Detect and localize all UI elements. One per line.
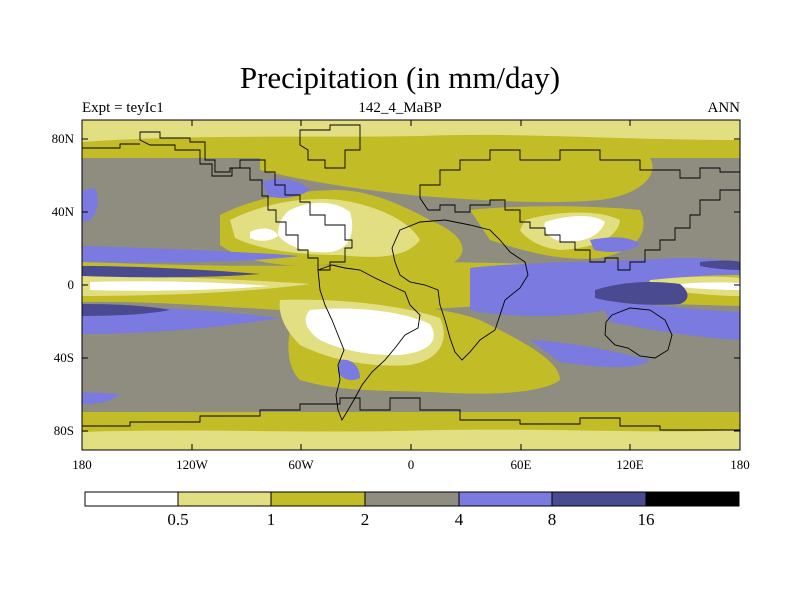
pacific-heavy-north <box>82 266 260 278</box>
y-tick-80n: 80N <box>51 131 74 146</box>
colorbar-box-1 <box>84 491 179 507</box>
y-tick-40n: 40N <box>51 204 74 219</box>
y-tick-0: 0 <box>67 277 75 292</box>
south-america-dry <box>305 308 434 356</box>
equatorial-dry-west <box>90 281 270 291</box>
antarctica-coast <box>82 397 740 431</box>
south-atlantic-wet <box>338 359 360 380</box>
x-tick-180w: 180 <box>72 457 92 472</box>
time-period-label: 142_4_MaBP <box>358 100 442 116</box>
colorbar-box-2 <box>177 491 272 507</box>
australia-coast <box>604 307 673 359</box>
y-tick-80s: 80S <box>53 423 74 438</box>
equatorial-dry-east <box>680 282 740 290</box>
colorbar-label-16: 16 <box>637 510 655 529</box>
australia-wet-patch <box>590 237 640 252</box>
colorbar-box-7 <box>645 491 740 507</box>
africa-coast <box>391 219 529 361</box>
colorbar-label-0-5: 0.5 <box>167 510 189 529</box>
x-tick-180e: 180 <box>730 457 750 472</box>
arabia-dry <box>544 216 605 242</box>
colorbar-label-8: 8 <box>547 510 557 529</box>
y-tick-40s: 40S <box>53 350 74 365</box>
east-pacific-heavy <box>700 260 740 270</box>
x-tick-60e: 60E <box>510 457 532 472</box>
north-america-coast <box>139 131 353 271</box>
x-tick-60w: 60W <box>288 457 314 472</box>
coastlines <box>82 124 740 431</box>
colorbar-label-2: 2 <box>360 510 370 529</box>
colorbar-label-1: 1 <box>266 510 276 529</box>
greenland-coast <box>299 124 361 169</box>
season-label: ANN <box>707 100 741 116</box>
experiment-label: Expt = teyIc1 <box>82 100 164 116</box>
southern-ocean-wet <box>82 392 120 404</box>
arctic-light-band <box>82 120 740 142</box>
north-pacific-wet <box>82 188 98 222</box>
pacific-heavy-south <box>82 304 170 316</box>
colorbar-box-6 <box>551 491 647 507</box>
eurasia-coast <box>419 149 740 271</box>
north-africa-dry <box>278 202 353 253</box>
antarctic-light-band <box>82 429 740 450</box>
axis-ticks <box>81 120 741 450</box>
colorbar-label-4: 4 <box>454 510 464 529</box>
south-indian-wet <box>530 340 650 367</box>
north-atlantic-wet <box>262 179 310 198</box>
indo-pacific-wet <box>470 258 740 317</box>
precipitation-field <box>82 120 740 450</box>
colorbar-box-4 <box>364 491 460 507</box>
pacific-wet-north <box>82 246 300 263</box>
colorbar-box-5 <box>458 491 553 507</box>
warm-pool-heavy <box>595 282 688 305</box>
x-tick-120w: 120W <box>176 457 208 472</box>
north-olive-land <box>260 147 653 203</box>
map-title: Precipitation (in mm/day) <box>239 60 561 95</box>
south-africa-olive <box>470 320 530 379</box>
colorbar <box>84 491 740 507</box>
south-pacific-wet <box>600 300 740 340</box>
south-america-coast <box>317 264 421 422</box>
x-tick-120e: 120E <box>616 457 644 472</box>
colorbar-box-3 <box>270 491 366 507</box>
small-dry-patch <box>250 228 278 241</box>
x-tick-0: 0 <box>407 457 415 472</box>
north-rim-outline <box>82 143 140 149</box>
